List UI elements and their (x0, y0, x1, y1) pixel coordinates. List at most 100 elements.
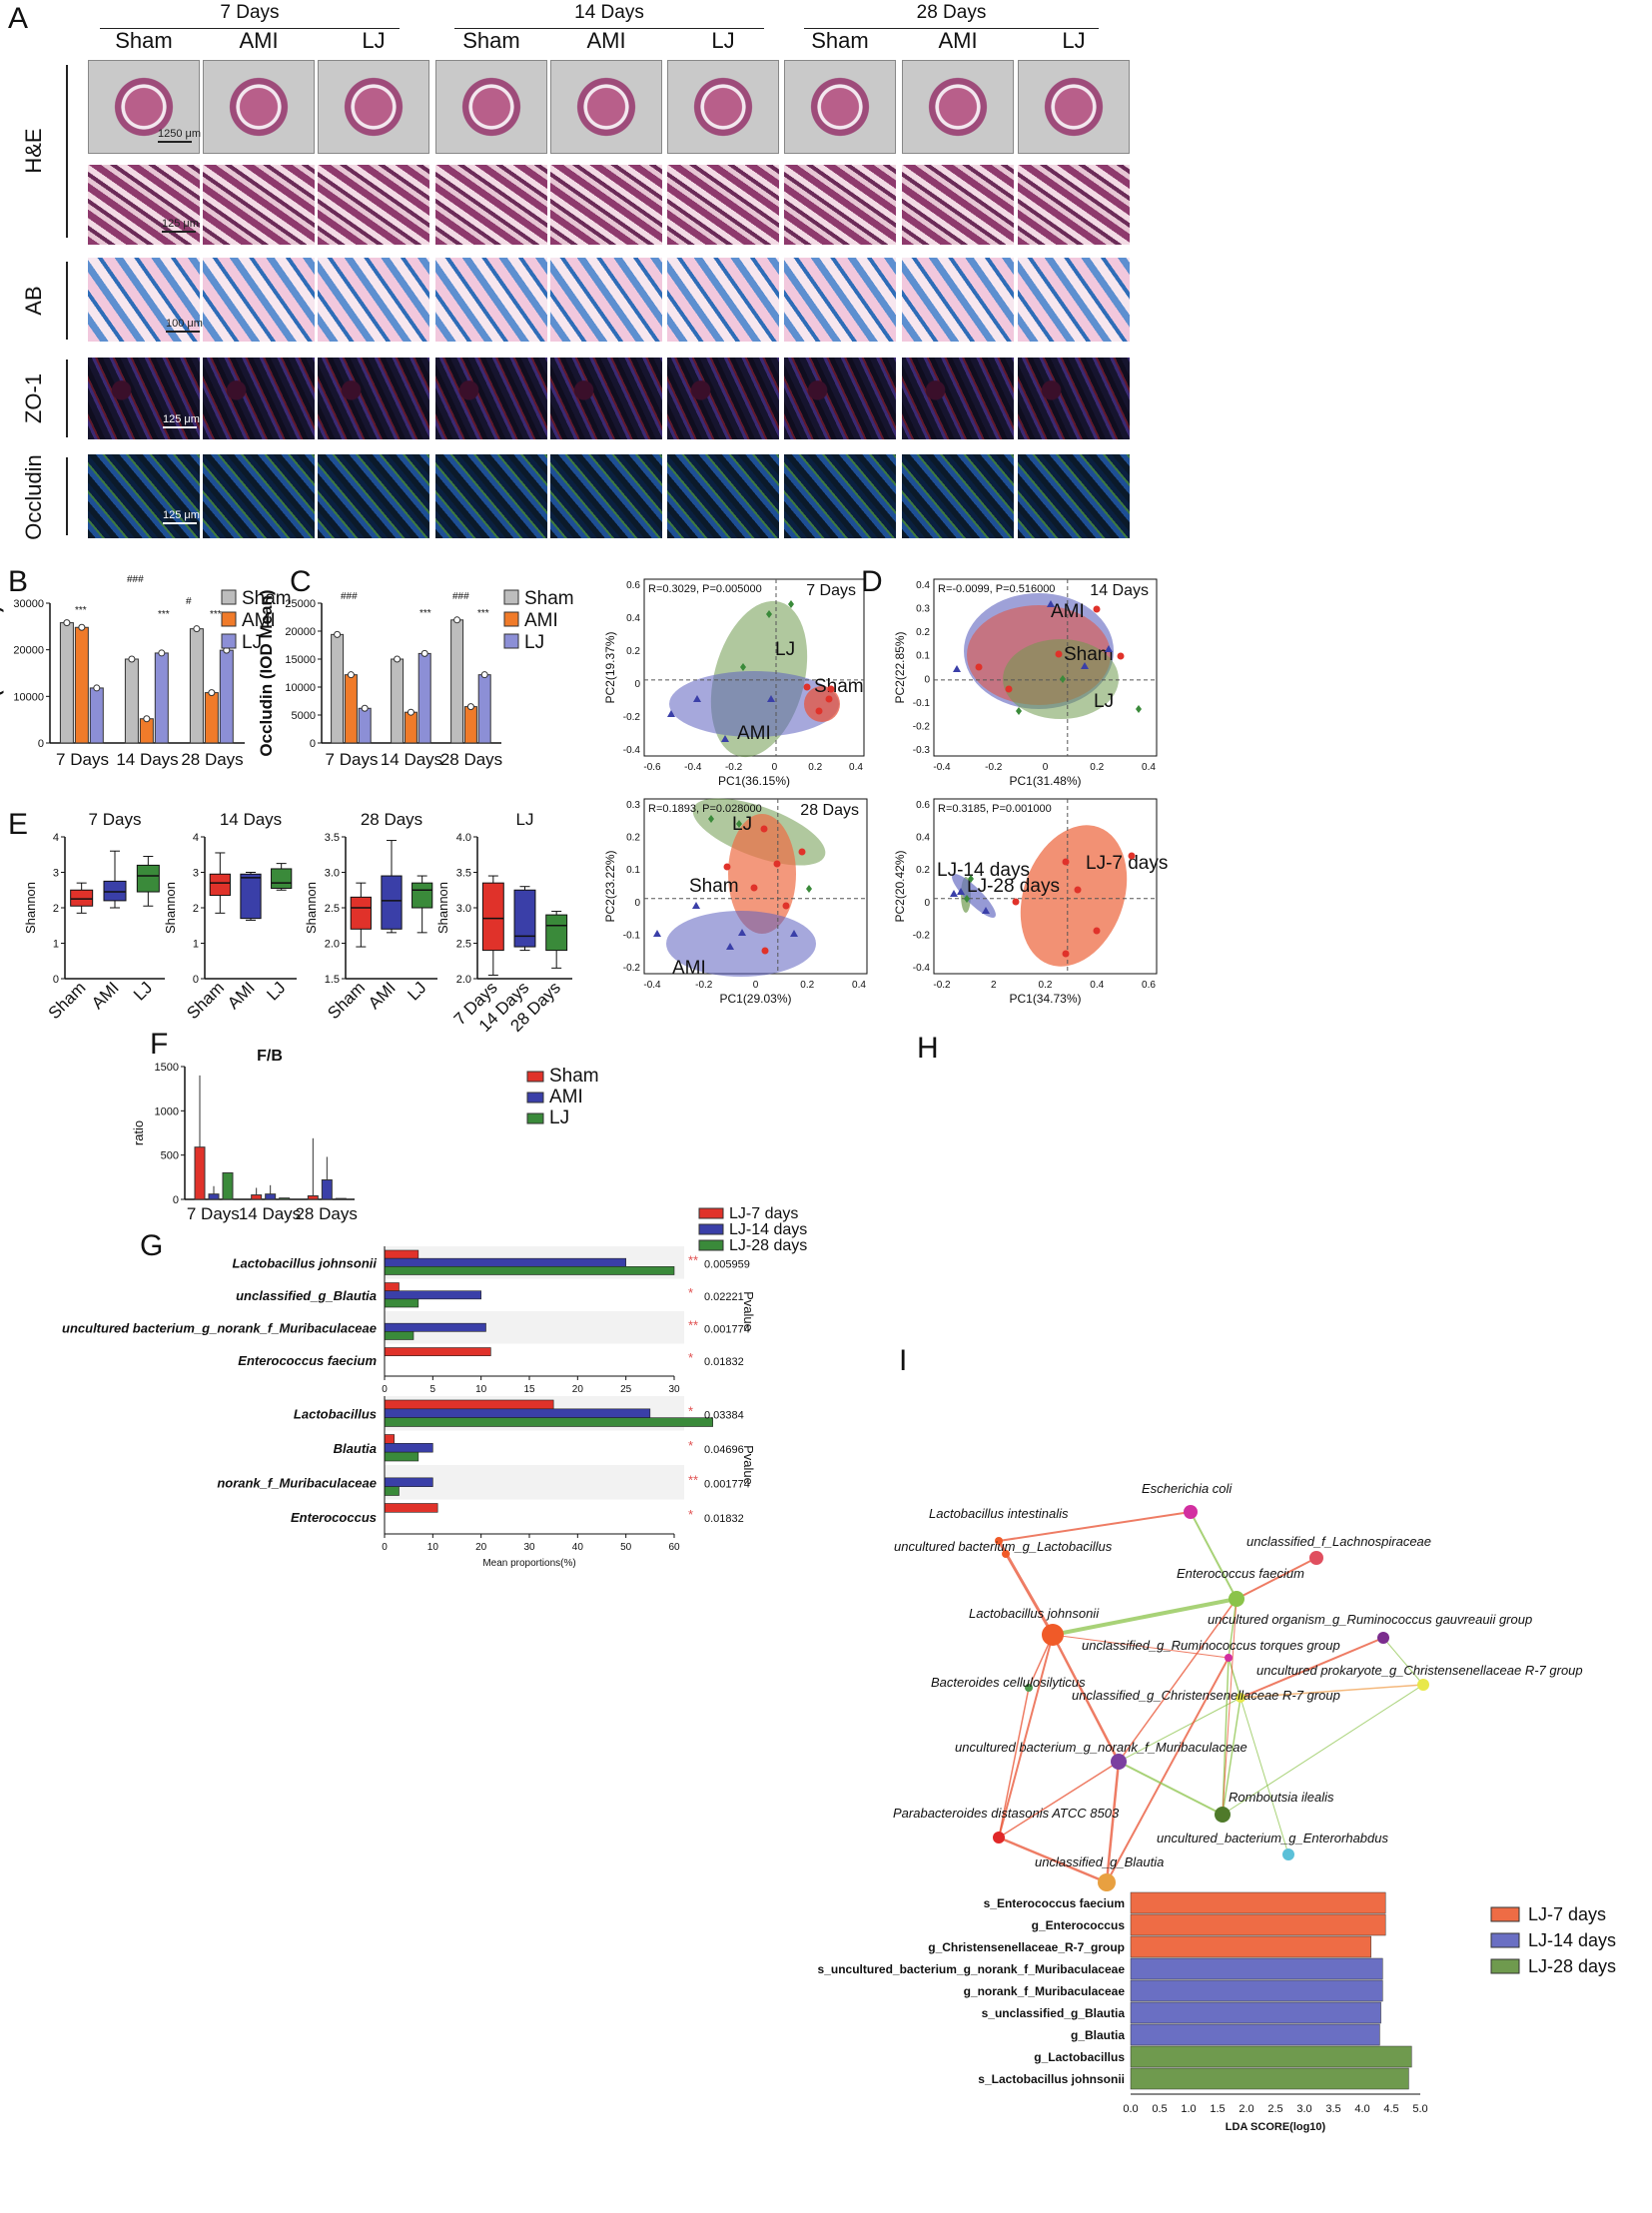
x-axis-label: LDA SCORE(log10) (1226, 2121, 1326, 2133)
group-label: LJ (732, 814, 752, 835)
micrograph-tile (203, 60, 315, 154)
network-node-label: Lactobacillus johnsonii (969, 1606, 1100, 1621)
x-tick-label: 0.6 (1142, 980, 1156, 991)
significance-mark: ### (452, 591, 469, 602)
legend-swatch (698, 1207, 724, 1219)
data-point (1047, 600, 1055, 607)
x-tick-label: 7 Days (187, 1204, 240, 1223)
significance-mark: # (186, 596, 192, 607)
row-separator (66, 65, 68, 238)
y-tick-label: -0.2 (913, 930, 931, 941)
data-point (78, 623, 86, 631)
y-tick-label: 10000 (13, 691, 44, 703)
data-point (693, 695, 701, 702)
legend-label: AMI (242, 610, 276, 631)
x-tick-label: LJ (404, 978, 429, 1004)
significance-star: * (688, 1438, 693, 1453)
lda-feature-label: g_Lactobacillus (1034, 2050, 1125, 2064)
data-point (1016, 707, 1022, 715)
stat-label: R=0.3185, P=0.001000 (938, 803, 1052, 815)
lda-feature-label: g_norank_f_Muribaculaceae (964, 1984, 1126, 1998)
micrograph-tile (318, 60, 429, 154)
bar (384, 1408, 651, 1418)
bar (384, 1399, 554, 1410)
stat-label: R=0.3029, P=0.005000 (648, 583, 762, 595)
column-label: AMI (938, 28, 978, 53)
column-label: LJ (362, 28, 386, 53)
data-point (93, 684, 101, 692)
micrograph-tile (667, 358, 779, 439)
subplot-title: LJ (516, 810, 534, 829)
data-point (761, 947, 769, 955)
legend-label: LJ-14 days (1528, 1930, 1616, 1950)
y-tick-label: 10000 (285, 682, 316, 694)
row-band (385, 1246, 684, 1279)
micrograph-tile (550, 358, 662, 439)
x-tick-label: 15 (523, 1384, 535, 1395)
significance-mark: *** (75, 605, 87, 616)
micrograph-tile (1018, 165, 1130, 245)
data-point (750, 884, 758, 892)
panel-label-g: G (140, 1229, 163, 1262)
network-node (1229, 1591, 1244, 1607)
scale-bar: 125 μm (163, 509, 200, 524)
y-tick-label: 2.5 (325, 903, 340, 915)
subplot-title: 28 Days (800, 802, 859, 819)
legend-swatch (503, 633, 519, 649)
y-tick-label: 1 (193, 939, 199, 951)
network-node-label: unclassified_g_Blautia (1035, 1854, 1164, 1869)
y-tick-label: 0.2 (916, 627, 930, 638)
x-tick-label: 50 (620, 1542, 632, 1553)
y-axis-label: Shannon (23, 882, 38, 934)
taxon-label: Lactobacillus johnsonii (233, 1255, 378, 1270)
y-tick-label: 2 (53, 903, 59, 915)
panel-label-h: H (917, 1032, 939, 1065)
y-tick-label: -0.1 (623, 930, 641, 941)
bar (384, 1257, 626, 1267)
subplot-title: 28 Days (361, 810, 422, 829)
data-point (708, 815, 714, 823)
y-axis-label: Shannon (435, 882, 450, 934)
data-point (766, 610, 772, 618)
network-edge (1105, 1761, 1121, 1883)
data-point (480, 671, 488, 679)
bar (384, 1486, 400, 1496)
micrograph-tile (318, 258, 429, 342)
lda-bar (1130, 1979, 1383, 2002)
box (481, 882, 504, 952)
network-edge (1222, 1684, 1424, 1816)
x-axis-label: PC1(36.15%) (718, 774, 790, 788)
scale-bar: 1250 μm (158, 128, 201, 143)
significance-mark: *** (419, 608, 431, 619)
network-node-label: Escherichia coli (1142, 1481, 1233, 1496)
x-tick-label: 1.5 (1210, 2103, 1225, 2115)
network-edge (1052, 1597, 1238, 1637)
bar (124, 658, 139, 744)
x-tick-label: 20 (475, 1542, 487, 1553)
legend-swatch (1490, 1932, 1520, 1948)
subplot-title: 7 Days (806, 582, 856, 599)
group-label: LJ (1094, 691, 1114, 712)
bar (384, 1322, 486, 1332)
y-tick-label: 0.2 (626, 833, 640, 844)
x-tick-label: Sham (45, 978, 90, 1023)
taxon-label: Enterococcus faecium (238, 1353, 377, 1368)
y-tick-label: -0.1 (913, 698, 931, 709)
x-tick-label: 0.2 (808, 762, 822, 773)
plot-frame (643, 798, 868, 975)
x-tick-label: LJ (263, 978, 289, 1004)
legend-swatch (526, 1071, 544, 1083)
legend-swatch (698, 1239, 724, 1251)
data-point (773, 860, 781, 868)
legend-label: AMI (524, 610, 558, 631)
data-point (208, 689, 216, 697)
bar (219, 649, 234, 744)
data-point (420, 649, 428, 657)
data-point (1062, 950, 1070, 958)
box (271, 868, 293, 889)
x-tick-label: 0 (753, 980, 759, 991)
micrograph-tile (902, 454, 1014, 538)
column-label: LJ (711, 28, 735, 53)
data-point (950, 890, 958, 897)
x-tick-label: Sham (183, 978, 228, 1023)
